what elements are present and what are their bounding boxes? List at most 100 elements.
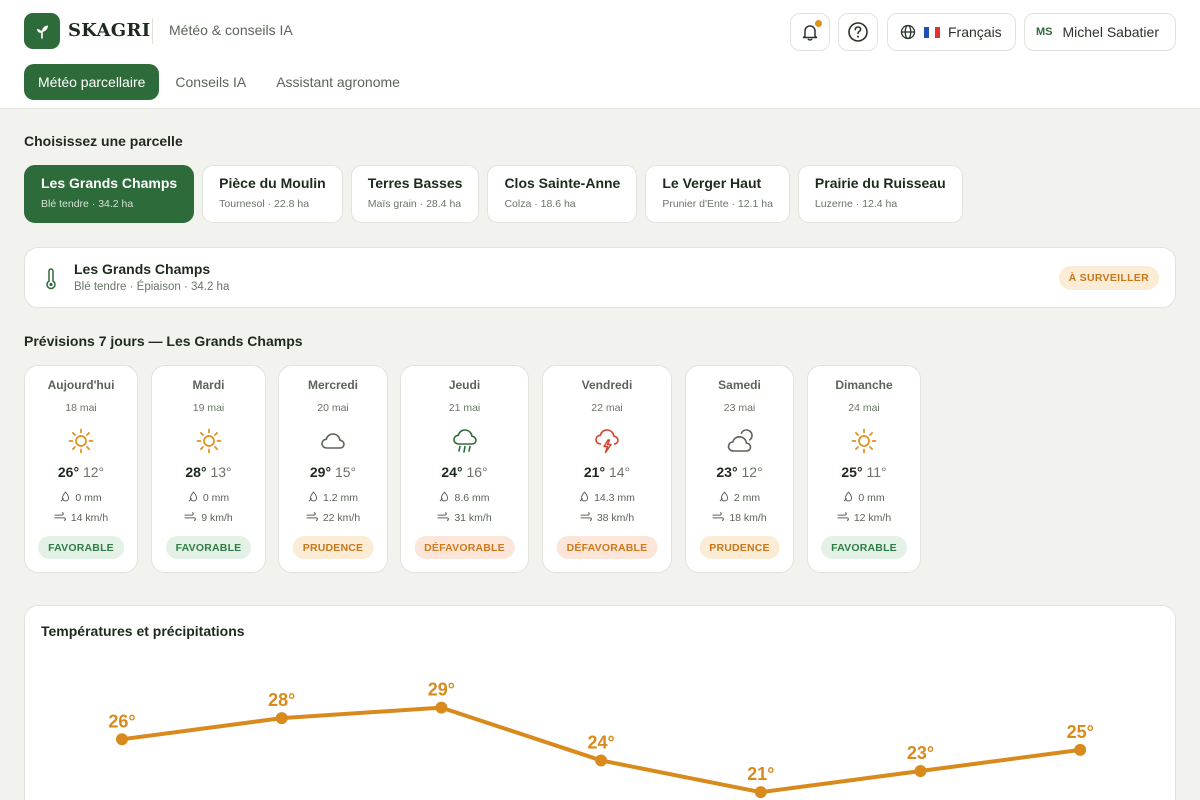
wind-icon [837,511,850,525]
language-label: Français [948,24,1002,40]
temperature-label: 29° [428,680,455,700]
forecast-status-badge: PRUDENCE [699,536,780,559]
temperature-point[interactable] [595,754,608,767]
forecast-temperatures: 25° 11° [808,464,920,480]
temperature-point[interactable] [435,701,448,714]
temp-min: 13° [210,464,232,480]
rain-drop-icon [308,491,319,505]
selected-parcel-card: Les Grands Champs Blé tendre · Épiaison … [24,247,1176,308]
forecast-temperatures: 24° 16° [401,464,528,480]
forecast-day-card[interactable]: Mardi 19 mai 28° 13° 0 mm 9 km/h FAVORABLE [151,365,266,573]
parcel-meta: Blé tendre · 34.2 ha [41,198,134,210]
rain-drop-icon [579,491,590,505]
parcel-card[interactable]: Les Grands Champs Blé tendre · 34.2 ha [24,165,195,223]
forecast-rain: 0 mm [25,491,137,505]
temp-min: 15° [334,464,357,480]
temp-max: 29° [309,464,332,480]
status-badge: À SURVEILLER [1058,266,1159,290]
notification-dot [815,20,822,27]
sun-icon [67,427,95,455]
parcel-card[interactable]: Prairie du Ruisseau Luzerne · 12.4 ha [797,165,963,223]
cloud-icon [319,427,347,455]
temp-max: 28° [185,464,207,480]
forecast-wind: 38 km/h [543,511,671,525]
wind-value: 14 km/h [70,512,109,524]
wind-value: 38 km/h [596,512,635,524]
forecast-day-name: Dimanche [835,378,893,392]
temperature-point[interactable] [1074,743,1087,756]
temperature-chart: 26° 28° 29° 24° 21° 23° 25° [108,680,1094,799]
forecast-day-name: Jeudi [448,378,481,392]
parcel-name: Le Verger Haut [662,175,762,191]
forecast-day-name: Mardi [192,378,225,392]
forecast-day-card[interactable]: Samedi 23 mai 23° 12° 2 mm 18 km/h PRUDENCE [685,365,794,573]
tab-conseils-ia[interactable]: Conseils IA [175,74,247,90]
temperature-point[interactable] [754,786,767,799]
parcel-meta: Colza · 18.6 ha [504,198,576,210]
forecast-status-badge: FAVORABLE [38,536,124,559]
temp-max: 26° [57,464,80,480]
forecast-rain: 14.3 mm [543,491,671,505]
app-subtitle: Météo & conseils IA [169,22,293,38]
rain-value: 0 mm [202,492,230,504]
partly-cloudy-icon [726,427,754,455]
language-selector[interactable]: Français [887,13,1016,51]
rain-cloud-icon [451,427,479,455]
parcel-meta: Prunier d'Ente · 12.1 ha [662,198,773,210]
temperature-point[interactable] [914,765,927,778]
selected-parcel-meta: Blé tendre · Épiaison · 34.2 ha [74,281,230,293]
forecast-day-card[interactable]: Aujourd'hui 18 mai 26° 12° 0 mm 14 km/h FAVOR… [24,365,138,573]
forecast-day-name: Vendredi [581,378,633,392]
parcel-meta: Tournesol · 22.8 ha [219,198,310,210]
parcel-name: Prairie du Ruisseau [814,175,946,191]
parcel-card[interactable]: Clos Sainte-Anne Colza · 18.6 ha [487,165,638,223]
forecast-status-badge: PRUDENCE [292,536,374,559]
wind-icon [184,511,197,525]
forecast-date: 20 mai [317,402,349,414]
forecast-day-name: Samedi [718,378,761,392]
parcel-card[interactable]: Terres Basses Maïs grain · 28.4 ha [350,165,480,223]
user-menu-button[interactable]: MS Michel Sabatier [1024,13,1176,51]
parcel-card[interactable]: Pièce du Moulin Tournesol · 22.8 ha [202,165,343,223]
forecast-day-card[interactable]: Dimanche 24 mai 25° 11° 0 mm 12 km/h FAVORABL… [807,365,921,573]
rain-drop-icon [439,491,450,505]
tab-assistant-agronome[interactable]: Assistant agronome [276,74,400,90]
rain-value: 0 mm [75,492,102,504]
rain-value: 0 mm [858,492,885,504]
temperature-point[interactable] [116,733,128,746]
forecast-rain: 0 mm [808,491,920,505]
temperature-label: 24° [587,732,614,752]
sprout-icon [37,25,48,39]
forecast-day-card[interactable]: Mercredi 20 mai 29° 15° 1.2 mm 22 km/h PRUDEN… [278,365,388,573]
chart-title: Températures et précipitations [41,623,245,639]
wind-icon [437,511,450,525]
forecast-wind: 18 km/h [686,511,793,525]
temperature-label: 25° [1067,722,1094,742]
temp-min: 16° [466,464,488,480]
temp-max: 25° [841,464,863,480]
wind-icon [306,511,319,525]
forecast-wind: 12 km/h [808,511,920,525]
forecast-date: 22 mai [591,402,623,414]
forecast-status-badge: DÉFAVORABLE [556,536,658,559]
rain-drop-icon [60,491,71,505]
forecast-wind: 14 km/h [25,511,137,525]
temp-min: 12° [82,464,105,480]
forecast-wind: 31 km/h [401,511,528,525]
forecast-rain: 2 mm [686,491,793,505]
notifications-button[interactable] [790,13,830,51]
forecast-date: 23 mai [723,402,756,414]
selected-parcel-name: Les Grands Champs [74,261,211,277]
tab-meteo-parcellaire[interactable]: Météo parcellaire [24,64,160,100]
parcel-card[interactable]: Le Verger Haut Prunier d'Ente · 12.1 ha [645,165,790,223]
main-tabs: Météo parcellaire Conseils IA Assistant … [24,64,414,100]
app-header: SKAGRI Météo & conseils IA Français MS M… [0,0,1200,109]
forecast-day-card[interactable]: Jeudi 21 mai 24° 16° 8.6 mm 31 km/h DÉFAVORAB… [400,365,529,573]
help-button[interactable] [838,13,878,51]
temperature-point[interactable] [275,712,288,725]
user-name: Michel Sabatier [1062,24,1160,40]
logo[interactable] [24,13,60,49]
wind-value: 18 km/h [729,512,767,524]
forecast-day-card[interactable]: Vendredi 22 mai 21° 14° 14.3 mm 38 km/h DÉFAV… [542,365,672,573]
forecast-status-badge: FAVORABLE [165,536,252,559]
